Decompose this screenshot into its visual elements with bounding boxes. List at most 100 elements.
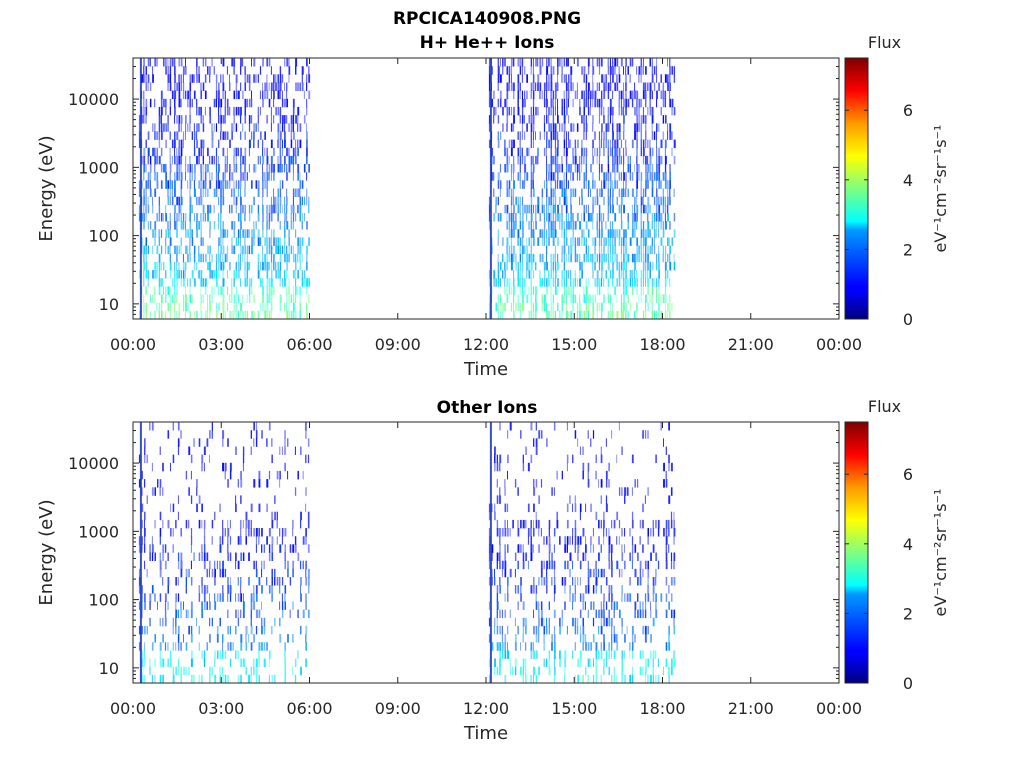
flux-cell bbox=[592, 270, 594, 279]
flux-cell bbox=[527, 503, 530, 513]
flux-cell bbox=[222, 74, 224, 83]
flux-cell bbox=[209, 253, 211, 263]
flux-cell bbox=[665, 593, 668, 602]
flux-cell bbox=[540, 568, 543, 578]
flux-cell bbox=[616, 131, 619, 140]
flux-cell bbox=[219, 560, 221, 570]
flux-cell bbox=[496, 609, 498, 619]
flux-cell bbox=[306, 310, 308, 320]
flux-cell bbox=[141, 74, 144, 83]
flux-cell bbox=[488, 674, 490, 684]
flux-cell bbox=[290, 204, 293, 214]
flux-cell bbox=[292, 98, 295, 108]
flux-cell bbox=[640, 221, 642, 230]
flux-cell bbox=[565, 302, 567, 312]
flux-cell bbox=[138, 180, 140, 189]
flux-cell bbox=[299, 302, 302, 312]
flux-cell bbox=[645, 278, 646, 287]
flux-cell bbox=[244, 310, 246, 320]
flux-cell bbox=[175, 625, 177, 635]
flux-cell bbox=[299, 180, 301, 189]
flux-cell bbox=[220, 98, 223, 108]
flux-cell bbox=[600, 674, 602, 684]
flux-cell bbox=[548, 204, 550, 214]
flux-cell bbox=[508, 286, 510, 295]
flux-cell bbox=[149, 552, 151, 561]
flux-cell bbox=[152, 245, 154, 255]
flux-cell bbox=[512, 519, 514, 529]
flux-cell bbox=[565, 229, 567, 238]
flux-cell bbox=[185, 229, 187, 238]
flux-cell bbox=[240, 188, 241, 197]
flux-cell bbox=[592, 237, 594, 246]
flux-cell bbox=[240, 172, 242, 181]
flux-cell bbox=[532, 66, 534, 75]
flux-cell bbox=[219, 568, 222, 578]
flux-cell bbox=[651, 58, 653, 67]
flux-cell bbox=[143, 172, 145, 181]
x-tick-label: 00:00 bbox=[110, 699, 156, 718]
flux-cell bbox=[218, 270, 220, 279]
flux-cell bbox=[543, 98, 546, 108]
flux-cell bbox=[493, 115, 495, 124]
flux-cell bbox=[261, 544, 263, 553]
flux-cell bbox=[673, 552, 676, 561]
flux-cell bbox=[513, 164, 515, 173]
flux-cell bbox=[152, 229, 154, 238]
flux-cell bbox=[141, 213, 143, 222]
flux-cell bbox=[209, 430, 211, 439]
flux-cell bbox=[187, 98, 189, 108]
flux-cell bbox=[559, 650, 561, 659]
flux-cell bbox=[253, 74, 255, 83]
flux-cell bbox=[541, 294, 543, 303]
flux-cell bbox=[596, 286, 599, 295]
flux-cell bbox=[504, 479, 506, 488]
flux-cell bbox=[138, 642, 141, 651]
flux-cell bbox=[554, 204, 556, 214]
flux-cell bbox=[273, 237, 275, 246]
flux-cell bbox=[147, 245, 149, 255]
flux-cell bbox=[577, 552, 579, 561]
flux-cell bbox=[592, 253, 594, 263]
flux-cell bbox=[596, 270, 599, 279]
flux-cell bbox=[649, 164, 651, 173]
flux-cell bbox=[644, 625, 647, 635]
flux-cell bbox=[233, 245, 236, 255]
flux-cell bbox=[240, 528, 242, 537]
flux-cell bbox=[636, 196, 638, 206]
flux-cell bbox=[301, 82, 304, 91]
flux-cell bbox=[645, 253, 647, 263]
flux-cell bbox=[566, 454, 569, 464]
flux-cell bbox=[270, 245, 273, 255]
flux-cell bbox=[506, 213, 508, 222]
flux-cell bbox=[532, 74, 535, 83]
flux-cell bbox=[222, 593, 224, 602]
flux-cell bbox=[277, 213, 279, 222]
flux-cell bbox=[616, 278, 618, 287]
flux-cell bbox=[259, 155, 261, 165]
flux-cell bbox=[257, 74, 259, 83]
flux-cell bbox=[185, 213, 187, 222]
flux-cell bbox=[616, 310, 619, 320]
flux-cell bbox=[507, 642, 508, 651]
flux-cell bbox=[167, 115, 169, 124]
flux-cell bbox=[656, 188, 658, 197]
flux-cell bbox=[557, 172, 559, 181]
flux-cell bbox=[552, 270, 554, 279]
flux-cell bbox=[279, 123, 281, 132]
flux-cell bbox=[288, 245, 290, 255]
flux-cell bbox=[601, 302, 603, 312]
flux-cell bbox=[519, 286, 521, 295]
flux-cell bbox=[180, 221, 183, 230]
flux-cell bbox=[620, 253, 622, 263]
flux-cell bbox=[494, 568, 495, 578]
flux-cell bbox=[631, 90, 634, 100]
flux-cell bbox=[147, 270, 150, 279]
flux-cell bbox=[658, 196, 660, 206]
flux-cell bbox=[164, 560, 167, 570]
flux-cell bbox=[287, 560, 289, 570]
flux-cell bbox=[581, 261, 583, 271]
flux-cell bbox=[651, 147, 654, 157]
flux-cell bbox=[266, 286, 268, 295]
flux-cell bbox=[227, 577, 229, 586]
